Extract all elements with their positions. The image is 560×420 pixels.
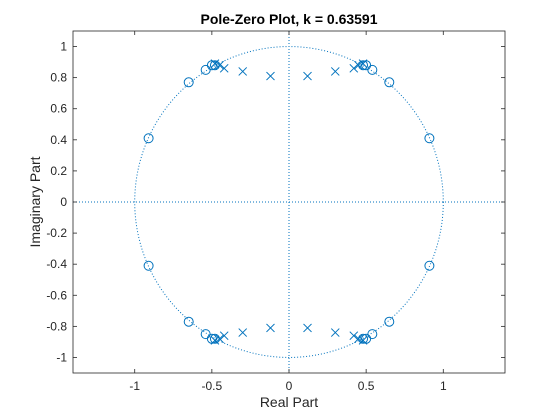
zero-marker <box>200 329 211 340</box>
pole-stroke <box>215 60 224 70</box>
x-axis-label: Real Part <box>260 394 318 410</box>
zero-marker <box>200 64 211 75</box>
pole-marker <box>303 323 312 333</box>
unit-circle <box>134 46 444 358</box>
pole-stroke <box>266 71 275 81</box>
pole-stroke <box>210 59 220 68</box>
zero-marker <box>367 64 378 75</box>
y-axis-ticks: -1 -0.8 -0.6 -0.4 -0.2 0 0.2 0.4 0.6 0.8 1 <box>46 40 505 364</box>
pole-marker <box>358 336 368 345</box>
pole-stroke <box>349 331 359 341</box>
pole-stroke <box>358 336 368 345</box>
pole-stroke <box>238 328 248 337</box>
pole-marker <box>219 331 229 341</box>
y-axis-label: Imaginary Part <box>27 156 43 247</box>
pole-stroke <box>219 331 229 341</box>
zero-marker <box>143 260 154 271</box>
y-tick-label: 0 <box>60 195 67 209</box>
pole-marker <box>349 331 359 341</box>
pole-marker <box>215 334 224 344</box>
zero-marker <box>424 133 435 144</box>
zero-marker <box>183 77 194 88</box>
pole-stroke <box>219 63 229 73</box>
pole-stroke <box>358 59 368 68</box>
pole-stroke <box>349 63 359 73</box>
pole-stroke <box>215 334 224 344</box>
zero-marker <box>424 260 435 271</box>
pole-marker <box>354 60 363 70</box>
zero-marker <box>367 329 378 340</box>
pole-marker <box>210 59 220 68</box>
pole-marker <box>266 71 275 81</box>
pole-marker <box>303 71 312 81</box>
pole-stroke <box>330 67 340 76</box>
y-tick-label: 0.2 <box>50 164 67 178</box>
pole-marker <box>266 323 275 333</box>
x-tick-label: 1 <box>440 379 447 393</box>
pole-marker <box>238 328 248 337</box>
pole-stroke <box>330 328 340 337</box>
zero-marker <box>384 316 395 327</box>
chart-title: Pole-Zero Plot, k = 0.63591 <box>200 11 377 27</box>
zero-marker <box>183 316 194 327</box>
pole-stroke <box>238 67 248 76</box>
pole-marker <box>330 67 340 76</box>
pole-marker <box>210 336 220 345</box>
y-tick-label: 0.8 <box>50 71 67 85</box>
y-tick-label: 0.4 <box>50 133 67 147</box>
pole-stroke <box>210 336 220 345</box>
pole-stroke <box>354 60 363 70</box>
y-tick-label: 0.6 <box>50 102 67 116</box>
pole-marker <box>349 63 359 73</box>
plot-area <box>73 31 505 373</box>
y-tick-label: -0.2 <box>46 226 67 240</box>
pole-marker <box>238 67 248 76</box>
y-tick-label: -0.8 <box>46 319 67 333</box>
pole-marker <box>215 60 224 70</box>
x-tick-label: 0.5 <box>358 379 375 393</box>
pole-marker <box>358 59 368 68</box>
x-tick-label: 0 <box>286 379 293 393</box>
y-tick-label: -0.6 <box>46 288 67 302</box>
pole-marker <box>219 63 229 73</box>
pole-stroke <box>303 71 312 81</box>
pole-marker <box>354 334 363 344</box>
pole-stroke <box>303 323 312 333</box>
x-tick-label: -0.5 <box>202 379 223 393</box>
zero-marker <box>384 77 395 88</box>
pole-stroke <box>266 323 275 333</box>
pole-stroke <box>354 334 363 344</box>
y-tick-label: -0.4 <box>46 257 67 271</box>
y-tick-label: 1 <box>60 40 67 54</box>
pole-marker <box>330 328 340 337</box>
zero-marker <box>143 133 154 144</box>
y-tick-label: -1 <box>56 350 67 364</box>
x-tick-label: -1 <box>129 379 140 393</box>
x-axis-ticks: -1 -0.5 0 0.5 1 <box>129 31 447 393</box>
